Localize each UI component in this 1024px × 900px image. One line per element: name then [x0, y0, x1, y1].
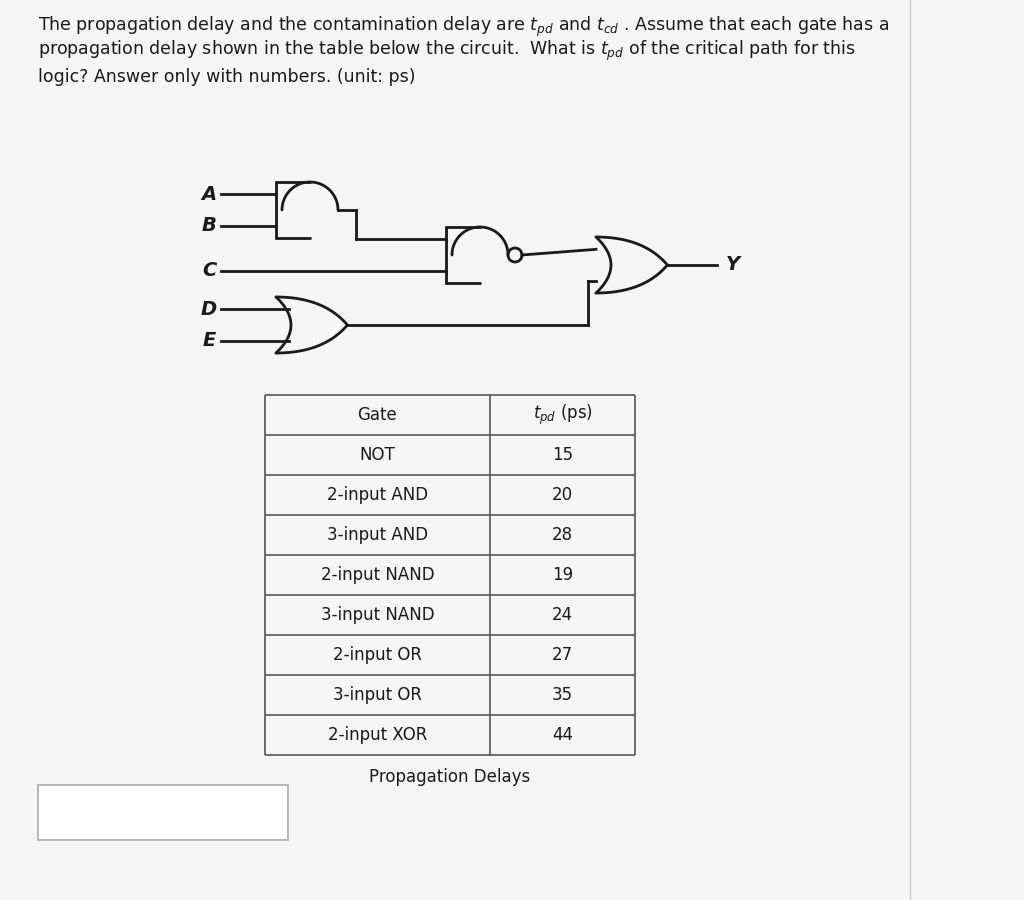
Text: E: E [203, 331, 216, 350]
Text: Y: Y [725, 256, 739, 274]
Text: propagation delay shown in the table below the circuit.  What is $t_{pd}$ of the: propagation delay shown in the table bel… [38, 39, 856, 63]
Text: 2-input XOR: 2-input XOR [328, 726, 427, 744]
Text: 44: 44 [552, 726, 573, 744]
Text: 24: 24 [552, 606, 573, 624]
Text: 2-input NAND: 2-input NAND [321, 566, 434, 584]
Text: 35: 35 [552, 686, 573, 704]
Text: 19: 19 [552, 566, 573, 584]
Text: The propagation delay and the contamination delay are $t_{pd}$ and $t_{cd}$ . As: The propagation delay and the contaminat… [38, 15, 889, 39]
Text: 2-input OR: 2-input OR [333, 646, 422, 664]
Text: 20: 20 [552, 486, 573, 504]
Text: A: A [202, 184, 216, 203]
Text: 3-input OR: 3-input OR [333, 686, 422, 704]
Text: 28: 28 [552, 526, 573, 544]
Text: C: C [202, 261, 216, 280]
Text: Propagation Delays: Propagation Delays [370, 768, 530, 786]
Text: $t_{pd}$ (ps): $t_{pd}$ (ps) [532, 403, 593, 427]
Text: B: B [202, 216, 216, 235]
Text: Gate: Gate [357, 406, 397, 424]
Text: 3-input AND: 3-input AND [327, 526, 428, 544]
Text: logic? Answer only with numbers. (unit: ps): logic? Answer only with numbers. (unit: … [38, 68, 416, 86]
Bar [38, 785, 288, 840]
Text: 2-input AND: 2-input AND [327, 486, 428, 504]
Text: NOT: NOT [359, 446, 395, 464]
Text: 3-input NAND: 3-input NAND [321, 606, 434, 624]
Text: 15: 15 [552, 446, 573, 464]
Text: D: D [201, 300, 217, 319]
Text: 27: 27 [552, 646, 573, 664]
